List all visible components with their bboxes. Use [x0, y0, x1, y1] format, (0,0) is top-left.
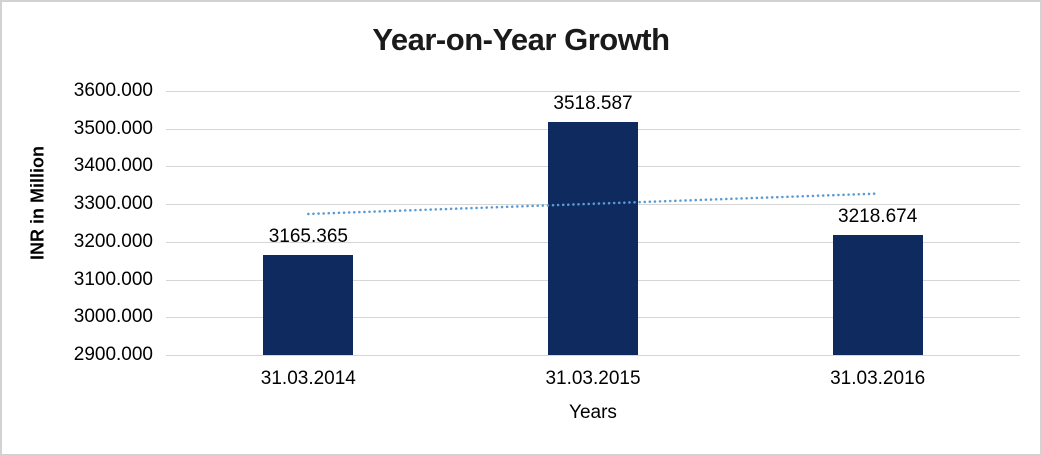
- bar-value-label: 3165.365: [268, 225, 348, 247]
- x-tick-label: 31.03.2016: [830, 368, 926, 389]
- y-tick-label: 3600.000: [73, 80, 153, 101]
- y-tick-label: 3000.000: [73, 306, 153, 328]
- gridline: [166, 355, 1020, 356]
- y-tick-label: 3300.000: [73, 193, 153, 215]
- y-tick-label: 2900.000: [73, 344, 153, 365]
- x-axis-title: Years: [569, 402, 617, 423]
- y-tick-label: 3100.000: [73, 268, 153, 290]
- y-tick-label: 3200.000: [73, 230, 153, 252]
- x-tick-label: 31.03.2015: [545, 368, 641, 389]
- chart-title: Year-on-Year Growth: [372, 22, 670, 57]
- bar: [263, 254, 354, 355]
- y-tick-label: 3400.000: [73, 155, 153, 177]
- trendline: [307, 192, 879, 216]
- gridline: [166, 91, 1020, 92]
- bar: [832, 234, 923, 355]
- bar-value-label: 3218.674: [838, 205, 918, 227]
- trendline-path: [307, 192, 879, 216]
- bar: [548, 121, 638, 355]
- bar-value-label: 3518.587: [553, 92, 633, 114]
- x-tick-label: 31.03.2014: [260, 368, 356, 389]
- y-tick-label: 3500.000: [73, 117, 153, 139]
